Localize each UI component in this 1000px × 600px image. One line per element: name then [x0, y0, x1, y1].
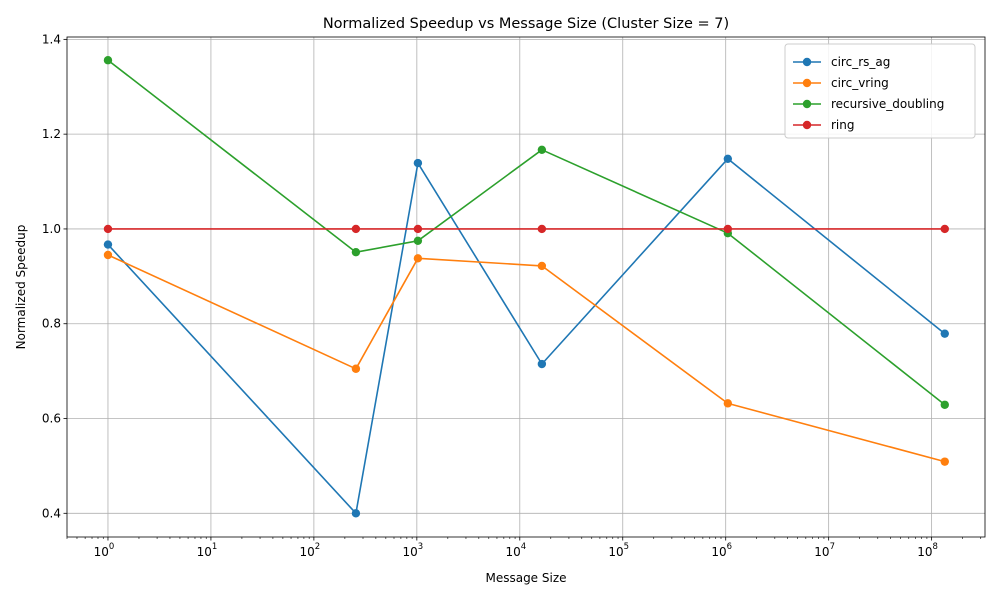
legend-label-circ_vring: circ_vring — [831, 76, 889, 90]
series-line-recursive_doubling — [107, 59, 946, 406]
data-point-ring — [103, 224, 113, 234]
data-point-circ_vring — [413, 254, 423, 263]
y-tick-label: 0.4 — [42, 506, 61, 520]
data-point-circ_rs_ag — [413, 158, 423, 168]
data-point-circ_vring — [103, 250, 113, 260]
data-point-recursive_doubling — [940, 400, 949, 409]
y-tick-label: 0.6 — [42, 412, 61, 426]
data-point-circ_vring — [537, 261, 547, 271]
data-point-recursive_doubling — [351, 247, 361, 257]
legend-marker-circ_vring — [802, 78, 812, 88]
legend-label-circ_rs_ag: circ_rs_ag — [831, 55, 890, 69]
y-tick-label: 1.2 — [42, 127, 61, 141]
y-tick-label: 1.0 — [42, 222, 61, 236]
legend-marker-recursive_doubling — [802, 99, 812, 109]
x-tick-label: 105 — [608, 542, 629, 559]
data-point-ring — [940, 224, 949, 234]
data-point-circ_rs_ag — [351, 509, 361, 518]
x-tick-label: 102 — [300, 542, 321, 559]
series-layer — [103, 56, 949, 518]
data-point-circ_vring — [723, 399, 733, 408]
x-tick-label: 104 — [505, 542, 526, 559]
y-axis-label: Normalized Speedup — [14, 225, 28, 350]
legend-box — [784, 43, 976, 139]
legend-marker-ring — [802, 120, 812, 130]
legend-label-recursive_doubling: recursive_doubling — [831, 97, 944, 111]
tick-layer: 100 101 102 103 104 105 106 107 108 0.4 0.6 0.8 1.0 1… — [42, 32, 982, 559]
x-tick-label: 101 — [197, 542, 218, 559]
data-point-ring — [351, 224, 361, 234]
data-point-circ_rs_ag — [723, 154, 733, 164]
data-point-circ_rs_ag — [940, 329, 949, 338]
data-point-ring — [723, 224, 733, 234]
x-tick-label: 100 — [94, 542, 115, 559]
x-axis-label: Message Size — [485, 571, 566, 585]
data-point-circ_rs_ag — [103, 240, 113, 249]
plot-frame — [66, 36, 986, 538]
x-tick-label: 108 — [917, 542, 938, 559]
y-tick-label: 0.8 — [42, 317, 61, 331]
x-tick-label: 107 — [814, 542, 835, 559]
y-tick-label: 1.4 — [42, 32, 61, 46]
x-tick-label: 103 — [402, 542, 423, 559]
legend-marker-circ_rs_ag — [802, 57, 812, 67]
data-point-recursive_doubling — [103, 56, 113, 65]
series-line-circ_vring — [107, 254, 946, 463]
series-line-circ_rs_ag — [107, 158, 946, 515]
data-point-circ_vring — [940, 457, 949, 466]
legend-label-ring: ring — [831, 118, 855, 132]
data-point-recursive_doubling — [537, 145, 547, 154]
data-point-recursive_doubling — [413, 236, 423, 245]
legend: circ_rs_ag circ_vring recursive_doublingri… — [784, 43, 976, 139]
data-point-ring — [413, 224, 423, 234]
data-point-circ_vring — [351, 364, 361, 373]
data-point-circ_rs_ag — [537, 359, 547, 369]
data-point-ring — [537, 224, 547, 234]
x-tick-label: 106 — [711, 542, 732, 559]
chart-title: Normalized Speedup vs Message Size (Clus… — [323, 16, 729, 32]
